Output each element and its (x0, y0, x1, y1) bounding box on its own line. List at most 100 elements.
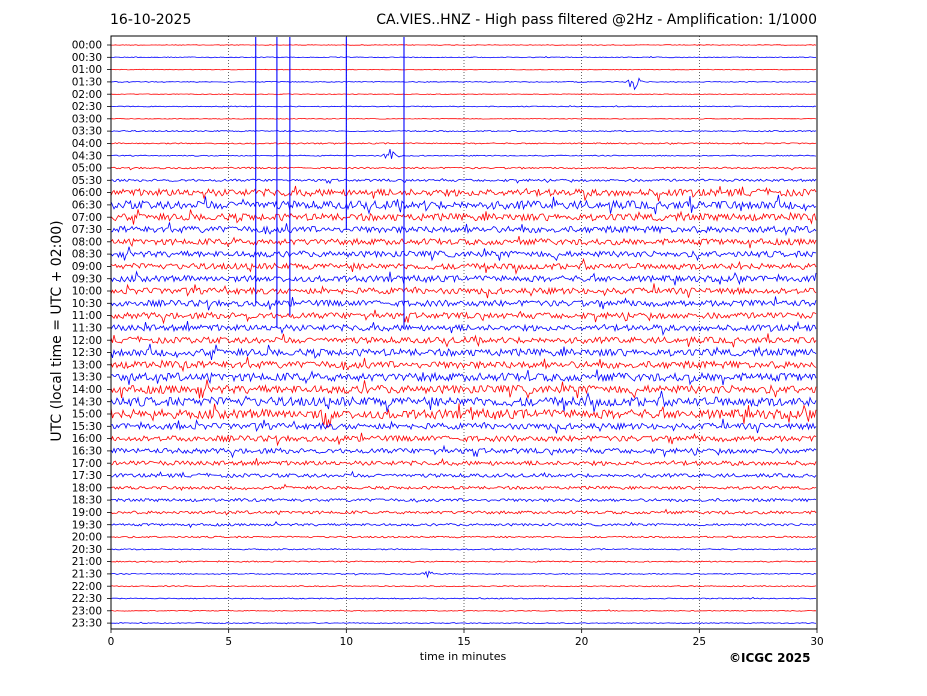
y-tick-label: 12:30 (72, 347, 102, 359)
trace-line (110, 548, 817, 551)
y-tick-label: 05:30 (72, 175, 102, 187)
y-tick-label: 12:00 (72, 335, 102, 347)
trace-line (110, 418, 817, 434)
y-tick-label: 19:30 (72, 519, 102, 531)
trace-line (110, 257, 817, 275)
trace-line (110, 379, 817, 400)
y-tick-label: 06:00 (72, 187, 102, 199)
x-tick-label: 15 (457, 636, 470, 648)
y-tick-label: 16:30 (72, 446, 102, 458)
y-tick-label: 14:30 (72, 396, 102, 408)
y-tick-label: 02:00 (72, 89, 102, 101)
chart-title: CA.VIES..HNZ - High pass filtered @2Hz -… (376, 12, 817, 28)
y-tick-label: 08:00 (72, 236, 102, 248)
trace-line (110, 178, 817, 185)
copyright-label: ©ICGC 2025 (729, 651, 811, 665)
trace-line (110, 508, 817, 516)
y-tick-label: 09:30 (72, 273, 102, 285)
x-tick-label: 20 (575, 636, 588, 648)
trace-line (110, 246, 817, 262)
trace-line (111, 166, 817, 171)
trace-line (110, 333, 817, 348)
trace-line (110, 596, 817, 600)
y-tick-label: 07:30 (72, 224, 102, 236)
y-tick-label: 15:30 (72, 421, 102, 433)
trace-line (110, 235, 817, 249)
y-tick-label: 09:00 (72, 261, 102, 273)
y-tick-label: 11:30 (72, 323, 102, 335)
x-tick-label: 30 (810, 636, 823, 648)
trace-line (110, 222, 817, 237)
trace-line (110, 270, 817, 286)
y-tick-label: 13:30 (72, 372, 102, 384)
y-tick-label: 03:00 (72, 113, 102, 125)
y-tick-label: 03:30 (72, 126, 102, 138)
trace-line (110, 560, 817, 564)
y-tick-label: 06:30 (72, 200, 102, 212)
y-tick-label: 01:00 (72, 64, 102, 76)
trace-line (110, 570, 817, 579)
y-tick-label: 23:00 (72, 605, 102, 617)
y-tick-label: 20:30 (72, 544, 102, 556)
y-tick-label: 18:00 (72, 482, 102, 494)
trace-line (110, 320, 817, 337)
y-tick-label: 16:00 (72, 433, 102, 445)
trace-line (110, 149, 817, 160)
y-tick-label: 17:00 (72, 458, 102, 470)
x-axis-label: time in minutes (419, 650, 507, 663)
y-tick-label: 05:00 (72, 163, 102, 175)
y-axis-label: UTC (local time = UTC + 02:00) (49, 220, 65, 442)
trace-line (110, 209, 817, 225)
trace-line (111, 44, 817, 46)
trace-line (110, 535, 817, 539)
y-tick-label: 08:30 (72, 249, 102, 261)
y-tick-label: 21:30 (72, 569, 102, 581)
trace-line (110, 185, 817, 202)
y-tick-label: 19:00 (72, 507, 102, 519)
y-tick-label: 10:00 (72, 286, 102, 298)
y-tick-label: 17:30 (72, 470, 102, 482)
y-tick-label: 14:00 (72, 384, 102, 396)
trace-line (110, 77, 817, 91)
trace-line (110, 432, 817, 447)
y-tick-label: 22:00 (72, 581, 102, 593)
trace-line (110, 444, 817, 459)
y-tick-label: 22:30 (72, 593, 102, 605)
x-tick-label: 25 (693, 636, 706, 648)
x-tick-label: 5 (225, 636, 232, 648)
trace-line (110, 403, 817, 429)
trace-line (111, 621, 817, 625)
y-tick-label: 07:00 (72, 212, 102, 224)
trace-line (110, 93, 817, 95)
trace-line (110, 497, 817, 503)
trace-line (110, 105, 817, 108)
y-tick-label: 23:30 (72, 618, 102, 630)
trace-line (110, 296, 817, 311)
trace-line (110, 390, 817, 413)
y-tick-label: 10:30 (72, 298, 102, 310)
y-tick-label: 00:00 (72, 40, 102, 52)
trace-line (110, 129, 817, 133)
y-tick-label: 18:30 (72, 495, 102, 507)
trace-line (110, 369, 817, 386)
x-tick-label: 10 (340, 636, 353, 648)
trace-line (110, 356, 817, 373)
trace-line (110, 609, 817, 612)
trace-line (110, 142, 817, 145)
trace-line (110, 521, 817, 529)
y-tick-label: 01:30 (72, 77, 102, 89)
y-tick-label: 21:00 (72, 556, 102, 568)
trace-line (110, 343, 817, 360)
trace-line (110, 483, 817, 491)
trace-line (110, 309, 817, 325)
trace-line (110, 470, 817, 479)
y-tick-label: 13:00 (72, 359, 102, 371)
trace-line (110, 118, 817, 120)
y-tick-label: 02:30 (72, 101, 102, 113)
date-label: 16-10-2025 (110, 12, 192, 28)
trace-line (110, 194, 817, 215)
y-tick-label: 20:00 (72, 532, 102, 544)
trace-line (110, 585, 817, 588)
y-tick-label: 04:30 (72, 150, 102, 162)
